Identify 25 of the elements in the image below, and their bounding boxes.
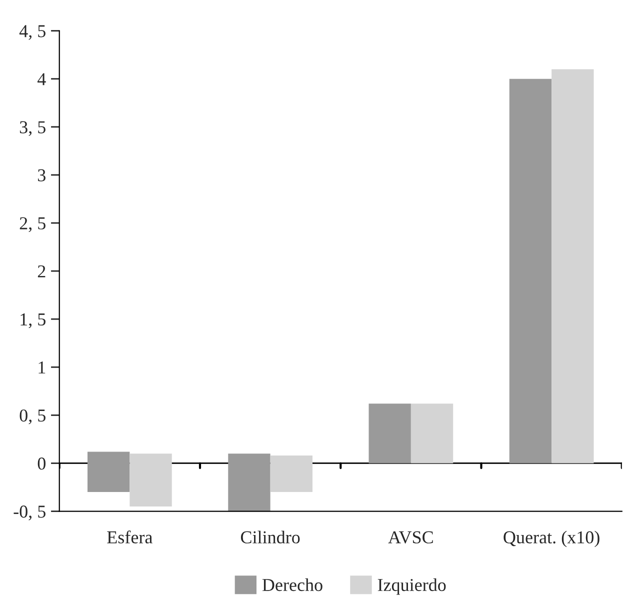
y-tick-label: 4, 5 <box>19 25 46 40</box>
y-tick-label: 2 <box>38 265 46 278</box>
x-tick-label: AVSC <box>388 531 433 544</box>
y-tick-label: 3, 5 <box>20 121 46 136</box>
legend-label: Derecho <box>262 578 322 592</box>
bar <box>410 404 454 464</box>
bar <box>368 404 411 464</box>
bar <box>270 456 312 492</box>
y-tick-label: 2, 5 <box>20 217 46 232</box>
bar <box>228 454 270 512</box>
x-tick-label: Esfera <box>107 530 152 544</box>
bar <box>88 452 130 492</box>
legend-label: Izquierdo <box>378 578 446 595</box>
bar <box>552 69 594 464</box>
y-tick-label: 0 <box>38 457 46 470</box>
y-tick-label: -0, 5 <box>14 506 46 520</box>
bar <box>130 454 172 506</box>
y-tick-label: 1, 5 <box>20 313 46 328</box>
x-tick-label: Cilindro <box>240 530 300 544</box>
y-tick-label: 1 <box>38 361 46 374</box>
x-tick-label: Querat. (x10) <box>504 530 600 548</box>
bar <box>509 78 552 464</box>
y-tick-label: 4 <box>38 73 46 86</box>
y-tick-label: 3 <box>38 169 46 182</box>
y-tick-label: 0, 5 <box>20 409 46 424</box>
